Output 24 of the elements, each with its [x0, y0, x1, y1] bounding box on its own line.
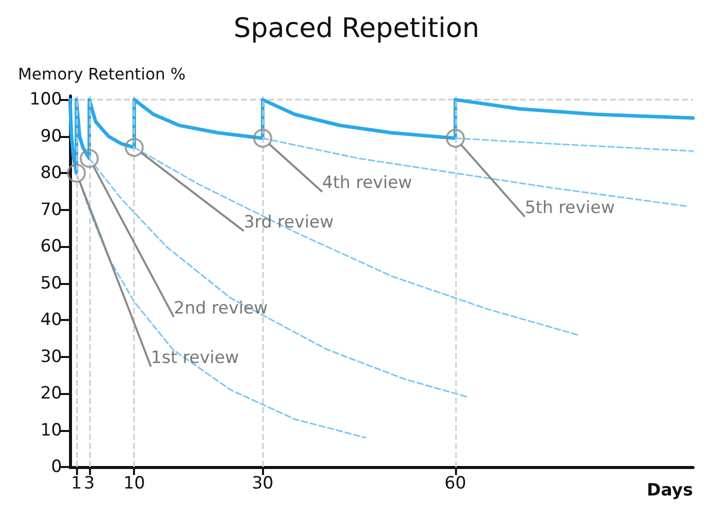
annotation: 1st review [150, 348, 239, 368]
line-series [88, 158, 469, 398]
y-tick-label: 0 [51, 457, 62, 477]
y-tick-label: 40 [40, 310, 62, 330]
y-tick-label: 10 [40, 420, 62, 440]
y-tick-label: 90 [40, 126, 62, 146]
y-tick-label: 20 [40, 384, 62, 404]
x-tick-label: 1 [71, 474, 82, 494]
x-axis-title: Days [646, 480, 694, 500]
x-tick-label: 30 [252, 474, 274, 494]
x-tick-label: 3 [84, 474, 95, 494]
y-tick-label: 80 [40, 163, 62, 184]
x-tick-label: 60 [444, 474, 466, 494]
y-tick-label: 100 [30, 90, 62, 110]
y-tick-label: 70 [40, 200, 62, 220]
annotation: 4th review [322, 173, 412, 194]
y-tick-label: 30 [40, 346, 62, 367]
y-tick-label: 50 [40, 273, 62, 294]
chart-title: Spaced Repetition [234, 13, 480, 44]
x-tick-label: 10 [123, 474, 146, 494]
y-tick-label: 60 [40, 236, 62, 257]
annotation: 5th review [524, 198, 615, 218]
y-axis-title: Memory Retention % [18, 64, 186, 84]
annotation: 3rd review [244, 212, 334, 232]
